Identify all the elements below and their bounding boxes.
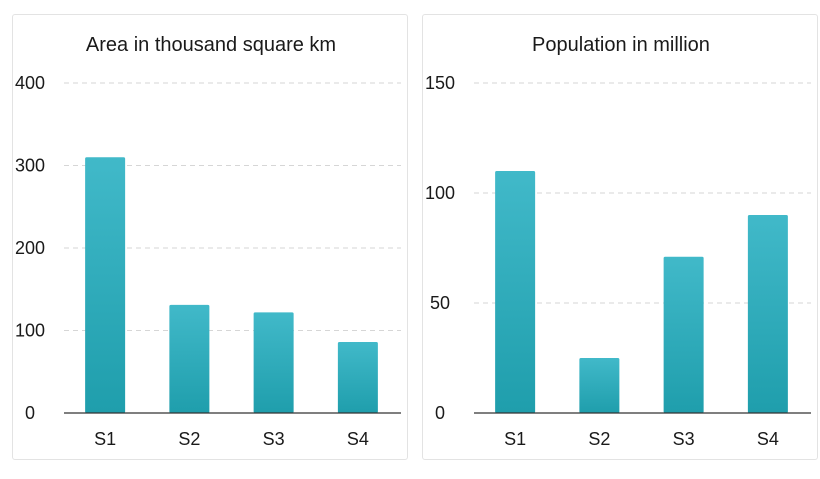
bar-s3: [253, 312, 294, 413]
x-tick-label: S4: [347, 429, 369, 449]
x-tick-label: S2: [588, 429, 610, 449]
x-tick-label: S1: [504, 429, 526, 449]
y-tick-label: 100: [15, 321, 45, 341]
bar-s4: [747, 215, 788, 413]
x-tick-label: S2: [178, 429, 200, 449]
y-tick-label: 50: [430, 293, 450, 313]
x-tick-label: S3: [263, 429, 285, 449]
x-tick-label: S4: [757, 429, 779, 449]
y-tick-label: 0: [435, 403, 445, 423]
bar-s2: [169, 304, 210, 413]
bar-s2: [579, 358, 620, 413]
bar-s1: [85, 157, 126, 413]
y-tick-label: 400: [15, 73, 45, 93]
bar-s1: [495, 171, 536, 413]
x-tick-label: S1: [94, 429, 116, 449]
area-bar-chart: Area in thousand square km 0 100 200 300 400…: [15, 34, 401, 449]
population-bar-chart: Population in million 0 50 100 150 S1 S2 S3 S4: [425, 34, 811, 449]
population-chart-panel: Population in million 0 50 100 150 S1 S2 S3 S4: [422, 14, 818, 460]
bar-s3: [663, 256, 704, 413]
bar-s4: [337, 342, 378, 413]
area-chart-panel: Area in thousand square km 0 100 200 300 400…: [12, 14, 408, 460]
x-tick-label: S3: [673, 429, 695, 449]
y-tick-label: 100: [425, 183, 455, 203]
y-tick-label: 0: [25, 403, 35, 423]
y-tick-label: 150: [425, 73, 455, 93]
chart-title: Population in million: [532, 34, 710, 56]
y-tick-label: 300: [15, 156, 45, 176]
y-tick-label: 200: [15, 238, 45, 258]
chart-title: Area in thousand square km: [86, 34, 336, 56]
